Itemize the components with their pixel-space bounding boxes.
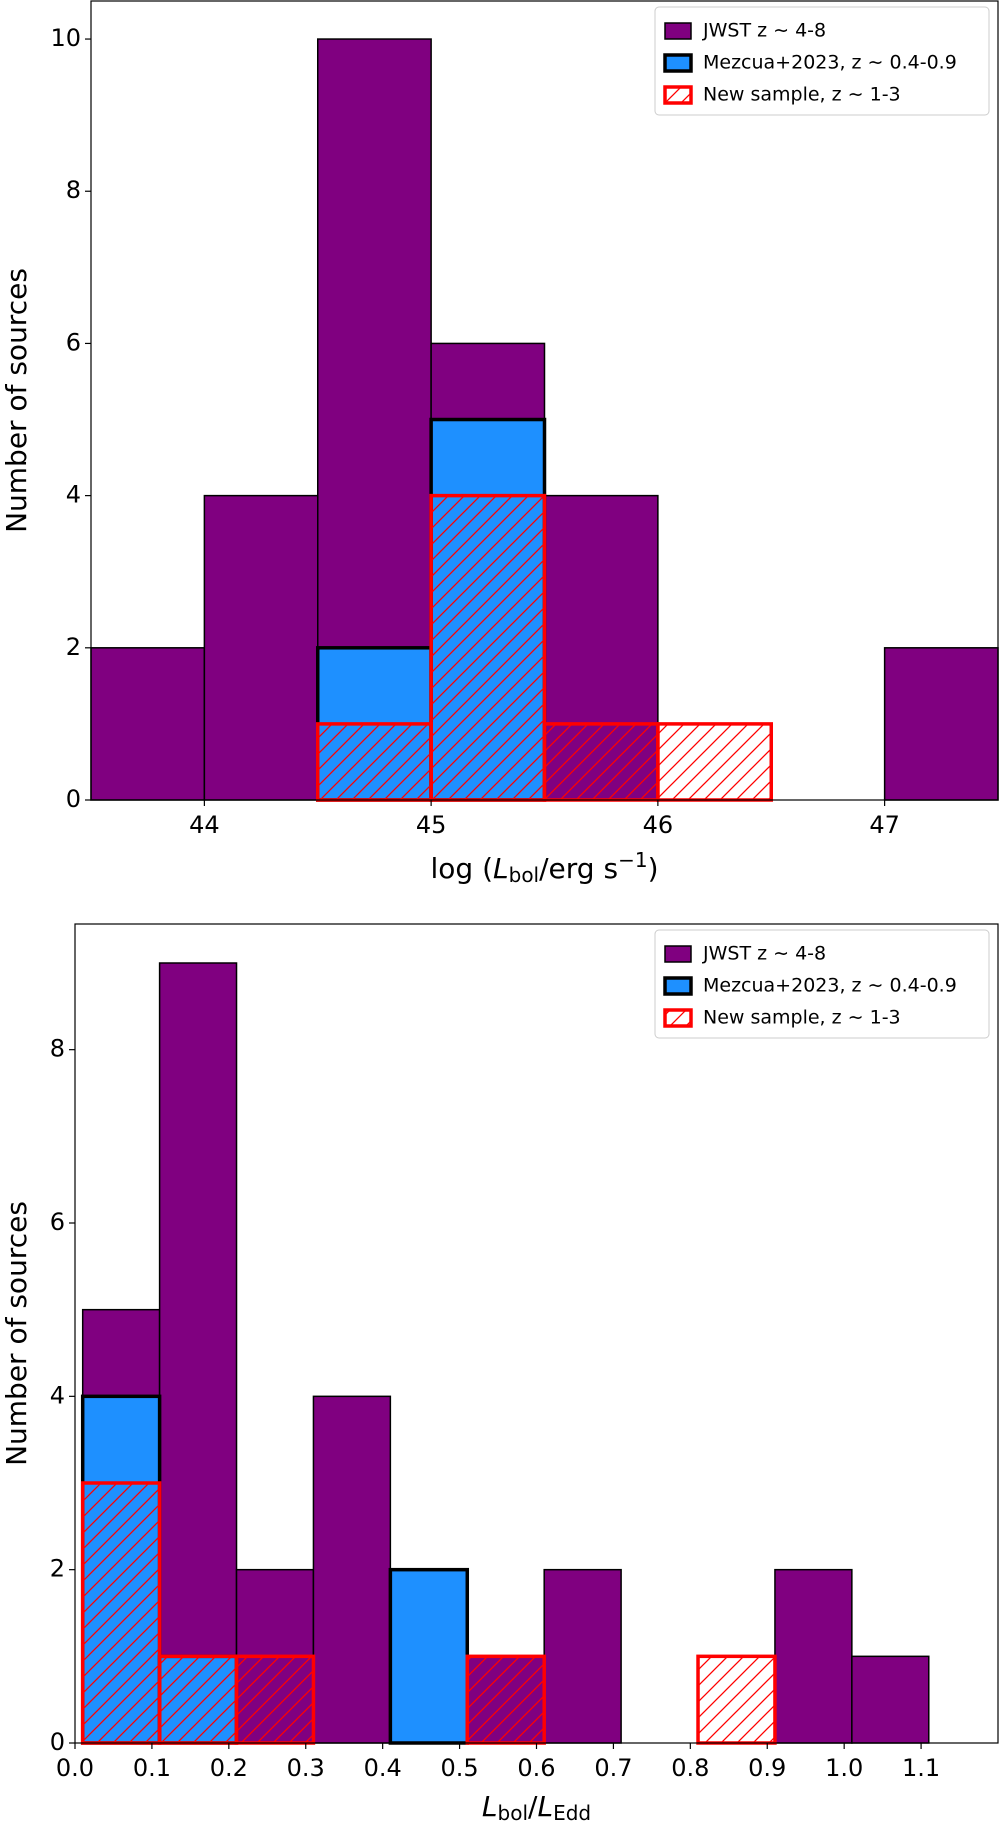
axes-frame [90, 0, 999, 801]
x-tick-label: 47 [869, 811, 900, 839]
histogram-bar [90, 647, 206, 801]
y-tick-label: 2 [66, 633, 81, 661]
x-tick-label: 0.1 [133, 1754, 171, 1782]
x-tick-label: 0.0 [56, 1754, 94, 1782]
x-axis-label-part: Edd [553, 1801, 591, 1825]
legend-box [654, 929, 990, 1039]
y-tick-label: 10 [50, 24, 81, 52]
x-tick-label: 0.2 [210, 1754, 248, 1782]
histogram-bar [388, 1567, 470, 1745]
histogram-bar [157, 1654, 239, 1745]
y-tick-label: 0 [66, 785, 81, 813]
y-tick-label: 4 [66, 481, 81, 509]
x-tick-label: 0.9 [748, 1754, 786, 1782]
x-tick-label: 0.5 [440, 1754, 478, 1782]
histogram-bar [543, 1568, 622, 1744]
x-tick-label: 0.3 [287, 1754, 325, 1782]
legend-label: New sample, z ∼ 1-3 [703, 84, 901, 106]
histogram-bar [234, 1654, 316, 1745]
x-tick-label: 1.1 [902, 1754, 940, 1782]
legend-label: JWST z ∼ 4-8 [702, 943, 826, 965]
histogram-bar [851, 1655, 930, 1744]
histogram-bar [883, 647, 999, 801]
histogram-bar [203, 494, 319, 801]
y-tick-label: 6 [66, 328, 81, 356]
legend-swatch [663, 85, 693, 105]
legend-swatch [663, 1008, 693, 1028]
legend: JWST z ∼ 4-8 Mezcua+2023, z ∼ 0.4-0.9 New … [654, 6, 990, 116]
y-tick-label: 0 [50, 1728, 65, 1756]
x-tick-label: 46 [643, 811, 674, 839]
y-tick-label: 6 [50, 1208, 65, 1236]
x-axis-label-part: L [482, 1790, 498, 1823]
legend-swatch [664, 22, 692, 40]
x-axis-label-part: / [528, 1790, 538, 1823]
histogram-bar [158, 962, 238, 1744]
legend-box [654, 6, 990, 116]
legend: JWST z ∼ 4-8 Mezcua+2023, z ∼ 0.4-0.9 New … [654, 929, 990, 1039]
histogram-bar [696, 1654, 777, 1745]
legend-swatch [664, 945, 692, 963]
y-tick-label: 2 [50, 1555, 65, 1583]
x-tick-label: 0.8 [671, 1754, 709, 1782]
histogram-bar [429, 493, 547, 802]
x-axis-label-part: ) [648, 852, 659, 885]
x-tick-label: 1.0 [825, 1754, 863, 1782]
x-axis-label-part: L [493, 852, 509, 885]
y-tick-label: 4 [50, 1381, 65, 1409]
histogram-bar [542, 722, 660, 802]
y-axis-label: Number of sources [0, 268, 33, 533]
legend-label: Mezcua+2023, z ∼ 0.4-0.9 [703, 975, 957, 997]
y-axis-label: Number of sources [0, 1201, 33, 1466]
histogram-bar [656, 722, 773, 802]
legend-swatch [663, 53, 693, 73]
histogram-bar [312, 1395, 392, 1744]
x-tick-label: 44 [189, 811, 220, 839]
x-tick-label: 0.4 [364, 1754, 402, 1782]
legend-label: Mezcua+2023, z ∼ 0.4-0.9 [703, 52, 957, 74]
x-axis-label-part: log ( [431, 852, 494, 885]
histogram-bar [774, 1568, 853, 1744]
legend-label: JWST z ∼ 4-8 [702, 20, 826, 42]
x-tick-label: 45 [416, 811, 447, 839]
histogram-bar [316, 722, 433, 802]
x-axis-label-part: L [537, 1790, 553, 1823]
x-axis-label: log (Lbol/erg s−1) [431, 848, 659, 887]
x-axis-label-part: −1 [618, 848, 647, 872]
y-tick-label: 8 [50, 1035, 65, 1063]
x-tick-label: 0.7 [594, 1754, 632, 1782]
x-axis-label: Lbol/LEdd [482, 1790, 591, 1825]
y-tick-label: 8 [66, 176, 81, 204]
x-axis-label-part: bol [498, 1801, 529, 1825]
x-tick-label: 0.6 [517, 1754, 555, 1782]
legend-swatch [663, 976, 693, 996]
histogram-bar [465, 1654, 546, 1745]
legend-label: New sample, z ∼ 1-3 [703, 1007, 901, 1029]
histogram-bar [80, 1481, 162, 1745]
x-axis-label-part: /erg s [539, 852, 618, 885]
x-axis-label-part: bol [509, 863, 540, 887]
